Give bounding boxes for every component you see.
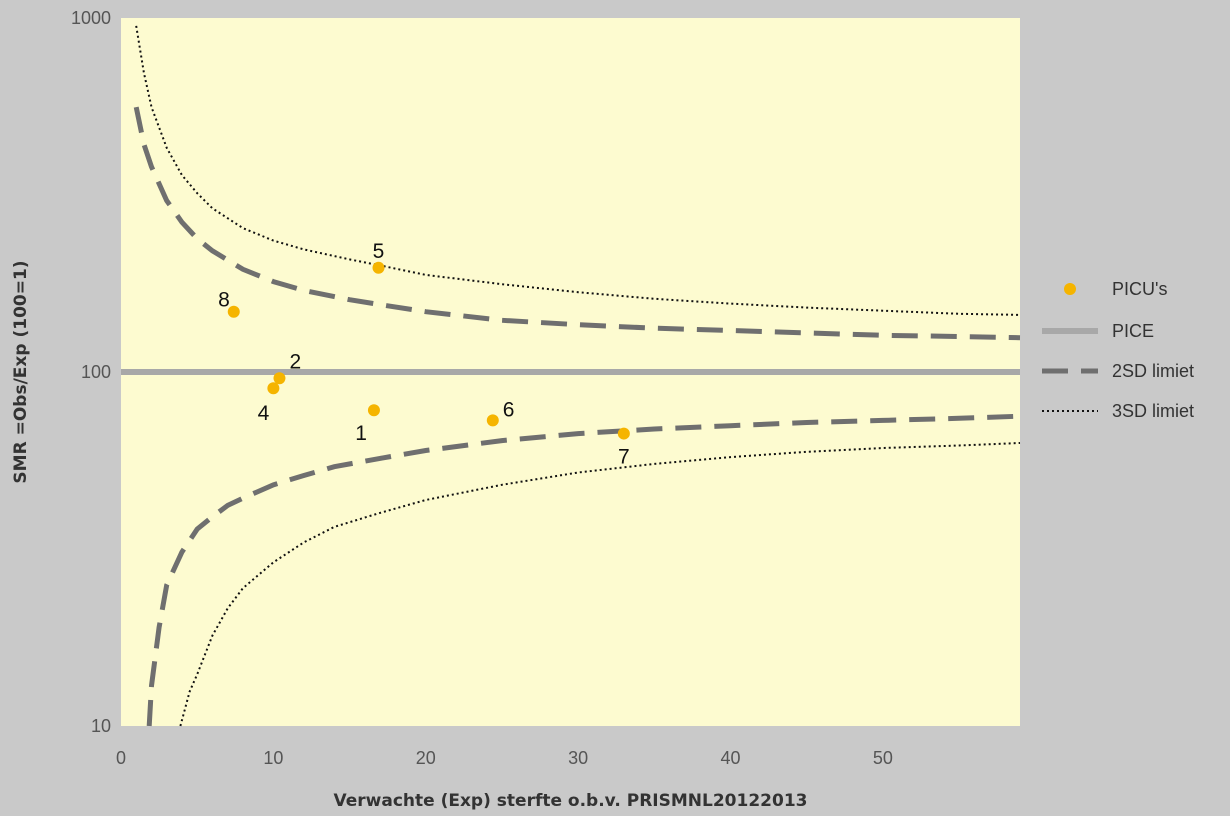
x-tick-label: 40 [720, 748, 740, 768]
series-lower-2sd-limiet [146, 413, 1021, 727]
y-tick-label: 1000 [71, 8, 111, 28]
x-tick-label: 20 [416, 748, 436, 768]
data-point-label-2: 2 [289, 350, 301, 373]
data-point-1 [367, 404, 380, 417]
x-tick-label: 0 [116, 748, 126, 768]
x-axis-title: Verwachte (Exp) sterfte o.b.v. PRISMNL20… [334, 791, 808, 811]
y-axis-title: SMR =Obs/Exp (100=1) [11, 260, 31, 483]
legend-label-3sd-limiet: 3SD limiet [1112, 401, 1194, 421]
data-point-6 [486, 414, 499, 427]
y-tick-label: 10 [91, 716, 111, 736]
data-point-4 [267, 382, 280, 395]
data-point-label-6: 6 [503, 398, 515, 421]
legend-label-picu-s: PICU's [1112, 279, 1167, 299]
data-point-2 [273, 372, 286, 385]
data-point-label-1: 1 [355, 422, 367, 445]
series-lower-3sd-limiet [179, 442, 1021, 727]
x-tick-label: 30 [568, 748, 588, 768]
series-upper-3sd-limiet [135, 25, 1021, 316]
x-tick-label: 50 [873, 748, 893, 768]
data-point-5 [372, 261, 385, 274]
data-point-label-8: 8 [218, 289, 230, 312]
data-point-8 [227, 305, 240, 318]
legend-label-2sd-limiet: 2SD limiet [1112, 361, 1194, 381]
x-tick-label: 10 [263, 748, 283, 768]
data-point-label-5: 5 [373, 240, 385, 263]
limit-curves [121, 25, 1021, 727]
data-point-label-7: 7 [618, 446, 630, 469]
legend: PICU's PICE 2SD limiet 3SD limiet [1042, 279, 1194, 421]
points-layer: 1 2 4 5 6 7 8 [218, 240, 630, 469]
data-point-label-4: 4 [258, 402, 270, 425]
data-point-7 [617, 427, 630, 440]
y-tick-label: 100 [81, 362, 111, 382]
legend-label-pice: PICE [1112, 321, 1154, 341]
legend-marker-picus [1064, 283, 1076, 295]
series-upper-2sd-limiet [133, 106, 1021, 341]
